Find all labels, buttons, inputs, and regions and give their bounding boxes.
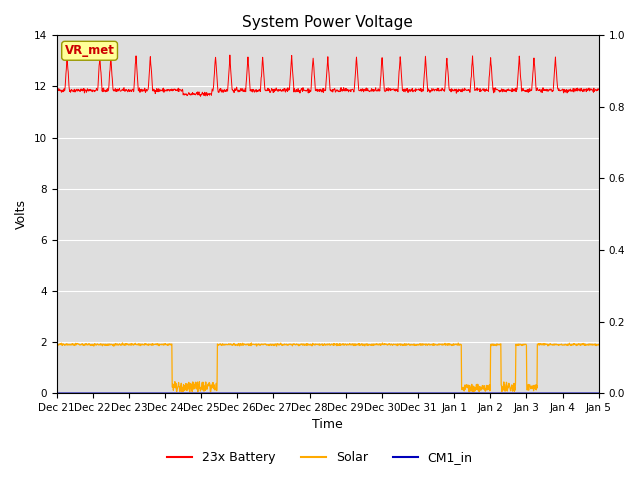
CM1_in	[595, 390, 603, 396]
23x Battery	[531, 70, 539, 75]
Title: System Power Voltage: System Power Voltage	[242, 15, 413, 30]
23x Battery	[483, 87, 491, 93]
Solar	[173, 385, 181, 391]
Solar	[595, 342, 603, 348]
Solar	[161, 342, 168, 348]
Text: VR_met: VR_met	[65, 44, 115, 57]
Legend: 23x Battery, Solar, CM1_in: 23x Battery, Solar, CM1_in	[163, 446, 477, 469]
23x Battery	[413, 86, 420, 92]
Line: Solar: Solar	[56, 343, 599, 392]
Solar	[483, 386, 491, 392]
CM1_in	[52, 390, 60, 396]
Solar	[52, 341, 60, 347]
23x Battery	[595, 87, 603, 93]
CM1_in	[531, 390, 538, 396]
Solar	[118, 340, 126, 346]
Solar	[531, 385, 539, 391]
23x Battery	[173, 87, 181, 93]
Solar	[413, 342, 420, 348]
23x Battery	[235, 87, 243, 93]
CM1_in	[160, 390, 168, 396]
X-axis label: Time: Time	[312, 419, 343, 432]
CM1_in	[483, 390, 490, 396]
23x Battery	[160, 89, 168, 95]
CM1_in	[412, 390, 419, 396]
Solar	[235, 342, 243, 348]
23x Battery	[52, 87, 60, 93]
23x Battery	[196, 94, 204, 99]
Y-axis label: Volts: Volts	[15, 199, 28, 229]
Line: 23x Battery: 23x Battery	[56, 55, 599, 96]
23x Battery	[226, 52, 234, 58]
CM1_in	[234, 390, 242, 396]
CM1_in	[173, 390, 181, 396]
Solar	[207, 389, 214, 395]
